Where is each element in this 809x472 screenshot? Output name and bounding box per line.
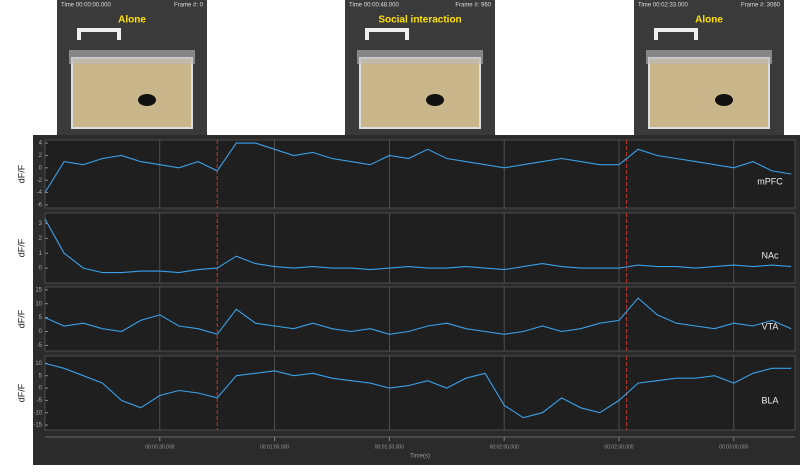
y-axis-label: dF/F (16, 238, 26, 257)
x-tick-label: 00:03:00.000 (719, 444, 748, 450)
region-label: mPFC (757, 176, 783, 186)
y-tick-label: -10 (33, 410, 42, 416)
y-tick-label: 0 (39, 386, 43, 392)
plot-area (44, 355, 796, 431)
y-tick-label: 4 (39, 141, 43, 147)
plot-area (44, 212, 796, 284)
y-tick-label: 15 (35, 287, 42, 293)
plot-area (44, 286, 796, 352)
x-axis-label: Time(s) (410, 454, 430, 460)
y-tick-label: 10 (35, 301, 42, 307)
y-tick-label: 5 (39, 373, 43, 379)
x-tick-label: 00:01:30.000 (375, 444, 404, 450)
mouse (426, 94, 444, 106)
frame-time: Time 00:02:33.000 (638, 3, 688, 9)
trace (44, 297, 792, 335)
y-axis-label: dF/F (16, 383, 26, 402)
mouse (715, 94, 733, 106)
y-axis-label: dF/F (16, 164, 26, 183)
y-tick-label: 0 (39, 165, 43, 171)
x-tick-label: 00:00:30.000 (145, 444, 174, 450)
trace (44, 362, 792, 419)
frame-number: Frame #: 960 (455, 3, 491, 9)
y-tick-label: 3 (39, 221, 43, 227)
y-tick-label: 2 (39, 236, 43, 242)
trace (44, 218, 792, 274)
x-tick-label: 00:02:30.000 (604, 444, 633, 450)
y-tick-label: 0 (39, 329, 43, 335)
frame-number: Frame #: 3060 (741, 3, 781, 9)
arena-floor (359, 57, 481, 129)
holder (365, 28, 409, 40)
y-tick-label: 1 (39, 251, 43, 257)
region-label: VTA (762, 321, 779, 331)
y-tick-label: -5 (37, 343, 43, 349)
y-tick-label: -15 (33, 423, 42, 429)
y-tick-label: 5 (39, 315, 43, 321)
frame-label: Alone (118, 15, 146, 26)
frame-label: Alone (695, 15, 723, 26)
holder (77, 28, 121, 40)
y-axis-label: dF/F (16, 309, 26, 328)
holder (654, 28, 698, 40)
mouse (138, 94, 156, 106)
x-tick-label: 00:01:00.000 (260, 444, 289, 450)
y-tick-label: 10 (35, 361, 42, 367)
arena-wall (69, 50, 195, 64)
region-label: NAc (761, 250, 779, 260)
arena-wall (646, 50, 772, 64)
frame-number: Frame #: 0 (174, 3, 204, 9)
y-tick-label: 2 (39, 153, 43, 159)
y-tick-label: -6 (37, 202, 43, 208)
y-tick-label: 0 (39, 266, 43, 272)
y-tick-label: -5 (37, 398, 43, 404)
frame-time: Time 00:00:00.000 (61, 3, 111, 9)
trace (44, 142, 792, 193)
x-tick-label: 00:02:00.000 (490, 444, 519, 450)
frame-time: Time 00:00:48.000 (349, 3, 399, 9)
frame-label: Social interaction (378, 15, 461, 26)
y-tick-label: -2 (37, 178, 43, 184)
arena-wall (357, 50, 483, 64)
arena-floor (71, 57, 193, 129)
region-label: BLA (761, 395, 778, 405)
y-tick-label: -4 (37, 190, 43, 196)
plot-area (44, 139, 796, 209)
arena-floor (648, 57, 770, 129)
